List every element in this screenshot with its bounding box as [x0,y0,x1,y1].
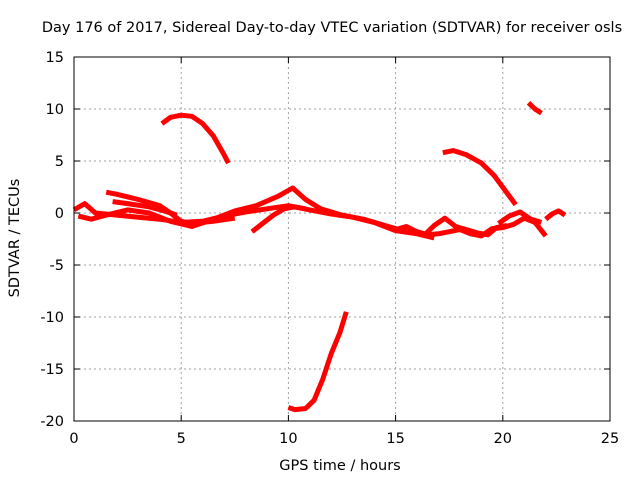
series-arc-13 [544,208,567,222]
y-tick-label: 15 [46,50,64,66]
series-arc-2 [287,311,349,413]
plot-frame [73,56,611,422]
axis-ticks: 0 5 10 15 20 25 -20 -15 -10 -5 0 5 10 15 [40,50,619,447]
y-tick-label: 10 [46,102,64,118]
series-arc-10 [394,215,548,239]
y-tick-label: -20 [40,414,64,430]
x-tick-label: 15 [386,431,404,447]
y-tick-label: 5 [55,154,64,170]
y-tick-label: 0 [55,206,64,222]
x-tick-label: 10 [279,431,297,447]
series-arc-6 [77,185,407,235]
chart-title: Day 176 of 2017, Sidereal Day-to-day VTE… [42,20,622,36]
data-series [72,100,567,413]
y-axis-label: SDTVAR / TECUs [7,179,23,298]
x-axis-label: GPS time / hours [279,458,400,474]
x-tick-label: 0 [69,431,78,447]
series-arc-12 [497,209,543,226]
x-tick-label: 5 [177,431,186,447]
x-tick-label: 20 [494,431,512,447]
series-arc-4 [526,100,543,116]
y-tick-label: -10 [40,310,64,326]
series-arc-3 [442,148,518,207]
series-arc-11 [421,215,508,238]
y-tick-label: -15 [40,362,64,378]
x-tick-label: 25 [601,431,619,447]
series-arc-8 [250,204,307,234]
y-tick-label: -5 [50,258,64,274]
series-arc-9 [112,199,178,218]
series-arc-1 [160,112,231,165]
